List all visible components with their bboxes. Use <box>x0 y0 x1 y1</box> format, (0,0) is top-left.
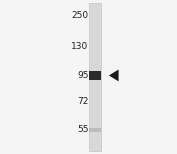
Polygon shape <box>109 70 119 81</box>
Bar <box>88 128 101 132</box>
Text: 72: 72 <box>77 97 88 106</box>
Text: 130: 130 <box>71 42 88 51</box>
Text: 95: 95 <box>77 71 88 80</box>
Text: 250: 250 <box>71 11 88 20</box>
Bar <box>88 71 101 80</box>
Bar <box>88 3 101 151</box>
Text: 55: 55 <box>77 125 88 134</box>
